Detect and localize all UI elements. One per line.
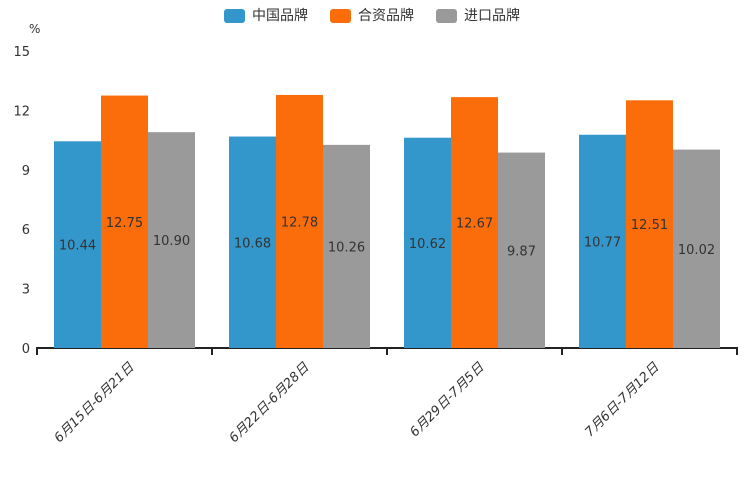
y-axis-unit-label: % [29, 22, 41, 36]
y-axis-tick-label: 15 [13, 45, 30, 60]
bar-value-label: 10.26 [328, 240, 365, 255]
bar-series3-group2[interactable] [323, 144, 370, 348]
x-axis-category-label-3: 6月29日-7月5日 [407, 360, 488, 441]
bar-series3-group4[interactable] [673, 149, 720, 348]
chart-legend: 中国品牌 合资品牌 进口品牌 [0, 9, 744, 23]
bar-value-label: 12.78 [281, 215, 318, 230]
bar-series3-group1[interactable] [148, 132, 195, 348]
bar-series2-group1[interactable] [101, 95, 148, 348]
legend-label: 进口品牌 [464, 8, 520, 24]
y-axis-tick-label: 0 [22, 342, 30, 357]
legend-swatch [436, 9, 457, 23]
bar-value-label: 10.90 [153, 234, 190, 249]
x-axis-category-label-4: 7月6日-7月12日 [582, 360, 663, 441]
y-axis-tick-label: 6 [22, 223, 30, 238]
y-axis-tick-label: 12 [13, 104, 30, 119]
legend-item-1[interactable]: 中国品牌 [224, 9, 308, 23]
bar-value-label: 12.75 [106, 216, 143, 231]
bar-value-label: 12.67 [456, 217, 493, 232]
bar-series2-group4[interactable] [626, 100, 673, 348]
bar-series2-group2[interactable] [276, 94, 323, 349]
bar-series1-group1[interactable] [54, 141, 101, 348]
legend-swatch [224, 9, 245, 23]
bar-value-label: 10.62 [409, 237, 446, 252]
y-axis-tick-label: 3 [22, 283, 30, 298]
bar-value-label: 10.77 [584, 235, 621, 250]
bar-series1-group3[interactable] [404, 137, 451, 348]
legend-swatch [330, 9, 351, 23]
y-axis-tick-label: 9 [22, 164, 30, 179]
x-axis-category-label-1: 6月15日-6月21日 [52, 360, 138, 446]
bar-series2-group3[interactable] [451, 97, 498, 348]
legend-label: 合资品牌 [358, 8, 414, 24]
bar-series3-group3[interactable] [498, 152, 545, 348]
legend-label: 中国品牌 [252, 8, 308, 24]
bar-value-label: 9.87 [507, 244, 536, 259]
x-axis-category-label-2: 6月22日-6月28日 [227, 360, 313, 446]
bar-value-label: 10.68 [234, 236, 271, 251]
bar-series1-group4[interactable] [579, 134, 626, 348]
bar-series1-group2[interactable] [229, 136, 276, 348]
legend-item-2[interactable]: 合资品牌 [330, 9, 414, 23]
bar-value-label: 10.02 [678, 243, 715, 258]
bar-value-label: 10.44 [59, 239, 96, 254]
bar-value-label: 12.51 [631, 218, 668, 233]
legend-item-3[interactable]: 进口品牌 [436, 9, 520, 23]
